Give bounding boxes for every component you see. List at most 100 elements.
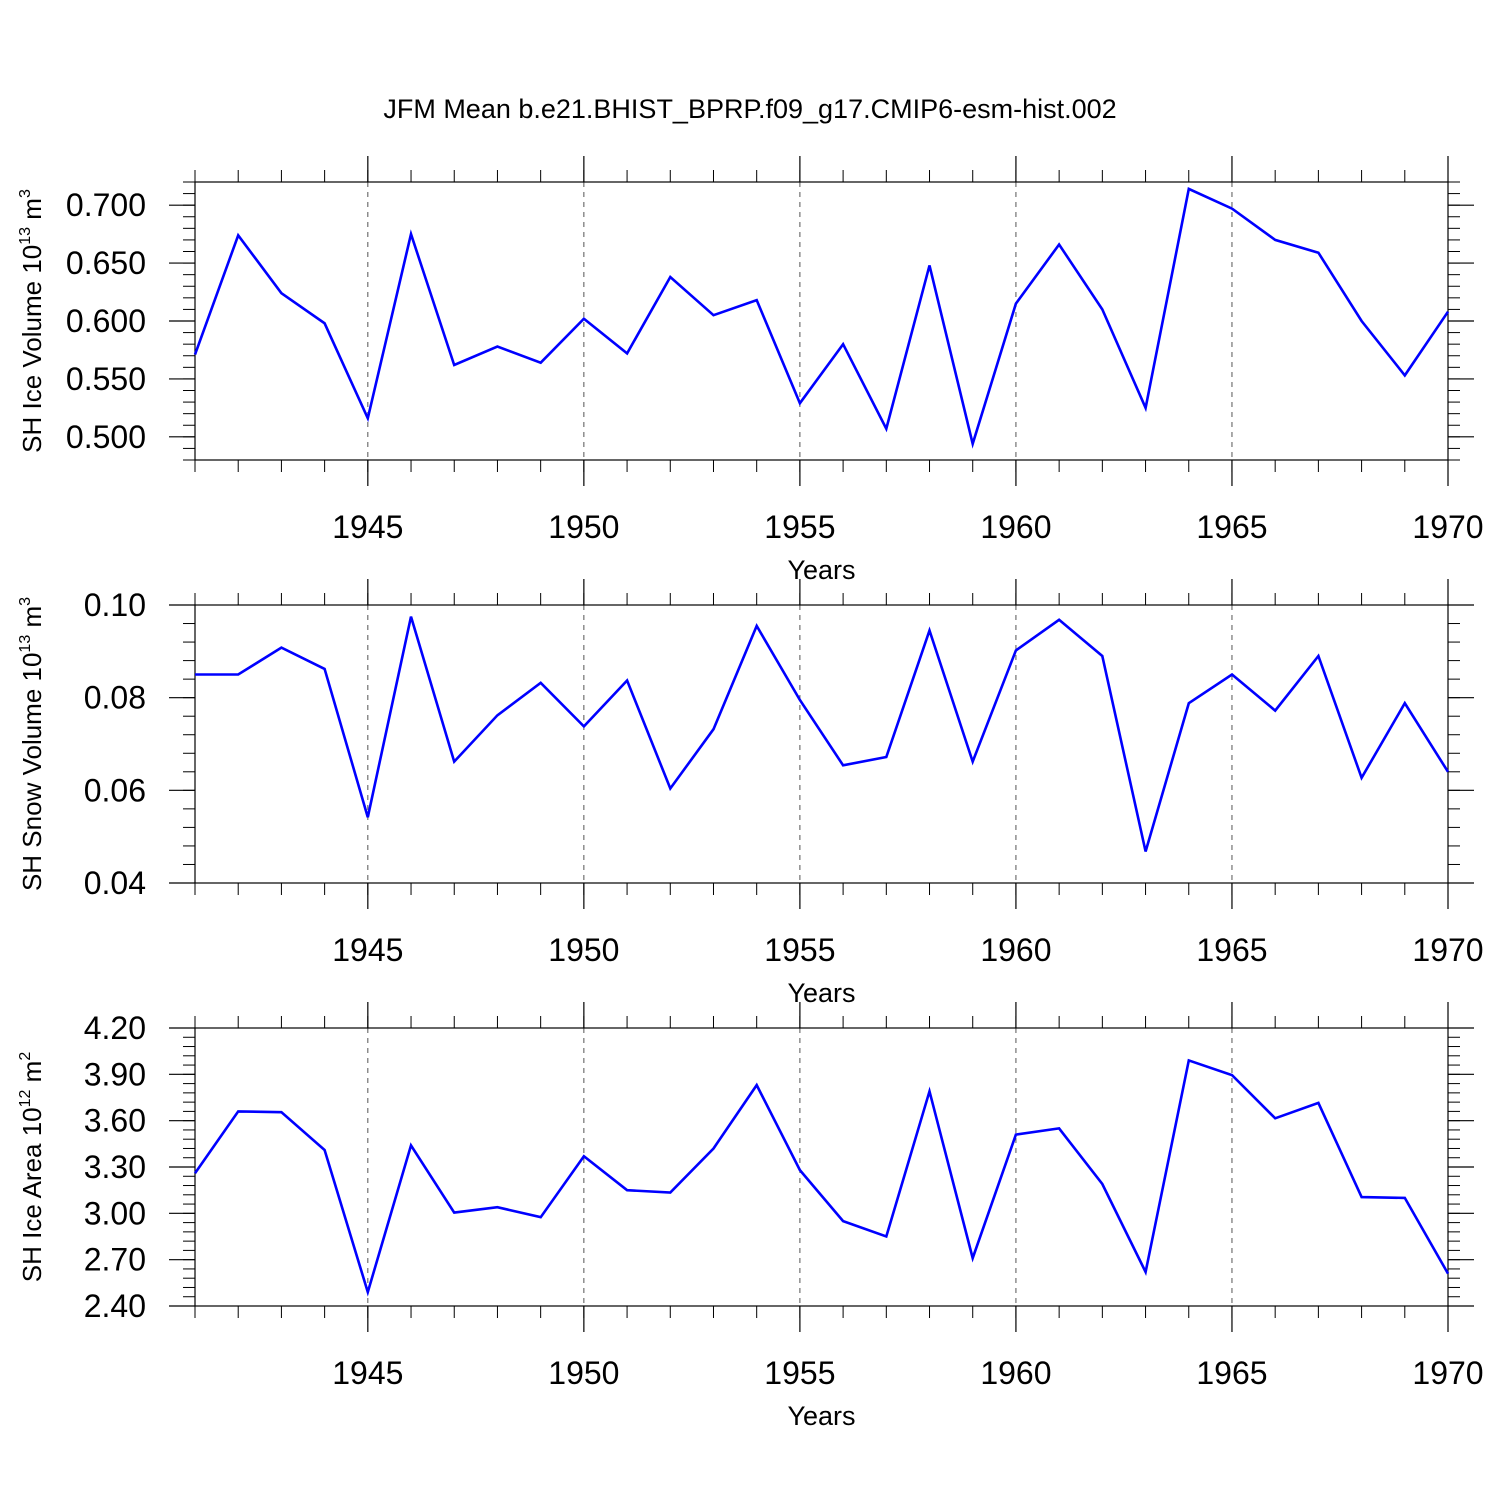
- chart-panel-1: 1945 1950 1955 1960 1965 1970 0.500 0.550 0.600 0…: [17, 156, 1484, 585]
- data-point: [841, 763, 845, 767]
- y-axis-label: SH Ice Volume 1013 m3: [17, 189, 47, 453]
- y-tick-label: 2.70: [84, 1242, 146, 1278]
- x-tick-label: 1950: [548, 1355, 619, 1391]
- data-point: [1187, 1058, 1191, 1062]
- data-point: [798, 1168, 802, 1172]
- y-axis-label: SH Ice Area 1012 m2: [17, 1052, 47, 1283]
- data-point: [452, 1211, 456, 1215]
- y-tick-label: 0.06: [84, 772, 146, 808]
- data-point: [1144, 849, 1148, 853]
- data-point: [366, 815, 370, 819]
- data-point: [539, 361, 543, 365]
- data-point: [1273, 709, 1277, 713]
- data-point: [1144, 406, 1148, 410]
- x-tick-label: 1955: [764, 509, 835, 545]
- data-point: [452, 363, 456, 367]
- data-point: [1187, 701, 1191, 705]
- data-point: [323, 1148, 327, 1152]
- data-point: [1187, 187, 1191, 191]
- data-point: [971, 760, 975, 764]
- plot-frame: [194, 604, 1449, 884]
- series-line: [193, 187, 1450, 449]
- data-point: [841, 1219, 845, 1223]
- x-tick-label: 1950: [548, 509, 619, 545]
- data-point: [711, 727, 715, 731]
- y-tick-label: 2.40: [84, 1288, 146, 1324]
- y-tick-label: 0.04: [84, 865, 146, 901]
- data-point: [1057, 1126, 1061, 1130]
- data-point: [1360, 776, 1364, 780]
- data-point: [1100, 654, 1104, 658]
- x-tick-label: 1950: [548, 932, 619, 968]
- plot-frame: [194, 1027, 1449, 1307]
- panels: 1945 1950 1955 1960 1965 1970 0.500 0.550 0.600 0…: [17, 156, 1484, 1431]
- y-tick-label: 0.650: [66, 245, 146, 281]
- data-point: [539, 1215, 543, 1219]
- data-point: [928, 628, 932, 632]
- series-line: [193, 1058, 1450, 1297]
- data-point: [1446, 770, 1450, 774]
- data-point: [625, 351, 629, 355]
- y-tick-label: 0.550: [66, 361, 146, 397]
- data-point: [755, 298, 759, 302]
- x-tick-label: 1955: [764, 1355, 835, 1391]
- data-point: [884, 427, 888, 431]
- x-axis-label: Years: [787, 978, 855, 1008]
- data-point: [1273, 1116, 1277, 1120]
- data-point: [625, 1188, 629, 1192]
- plot-frame: [194, 181, 1449, 461]
- data-point: [409, 615, 413, 619]
- data-point: [1316, 251, 1320, 255]
- data-point: [798, 698, 802, 702]
- x-tick-label: 1970: [1412, 932, 1483, 968]
- data-point: [798, 401, 802, 405]
- data-point: [1360, 319, 1364, 323]
- data-point: [1273, 238, 1277, 242]
- data-point: [366, 416, 370, 420]
- x-tick-label: 1960: [980, 932, 1051, 968]
- data-point: [193, 353, 197, 357]
- x-axis-label: Years: [787, 555, 855, 585]
- data-point: [668, 1190, 672, 1194]
- y-tick-label: 0.500: [66, 419, 146, 455]
- data-point: [366, 1290, 370, 1294]
- x-tick-label: 1955: [764, 932, 835, 968]
- data-point: [1403, 701, 1407, 705]
- x-tick-label: 1970: [1412, 1355, 1483, 1391]
- data-point: [1014, 1133, 1018, 1137]
- x-tick-label: 1945: [332, 1355, 403, 1391]
- chart-title: JFM Mean b.e21.BHIST_BPRP.f09_g17.CMIP6-…: [383, 94, 1116, 124]
- y-tick-label: 4.20: [84, 1010, 146, 1046]
- data-point: [236, 673, 240, 677]
- data-point: [1100, 307, 1104, 311]
- data-point: [711, 1146, 715, 1150]
- data-point: [1403, 1196, 1407, 1200]
- x-tick-label: 1960: [980, 1355, 1051, 1391]
- data-point: [582, 724, 586, 728]
- data-point: [971, 1256, 975, 1260]
- chart-panel-2: 1945 1950 1955 1960 1965 1970 0.04 0.06 0.08 0.10…: [17, 579, 1484, 1008]
- data-point: [193, 673, 197, 677]
- y-tick-label: 0.08: [84, 680, 146, 716]
- data-point: [1100, 1182, 1104, 1186]
- data-point: [323, 321, 327, 325]
- y-tick-label: 3.60: [84, 1103, 146, 1139]
- data-point: [236, 233, 240, 237]
- y-tick-label: 3.30: [84, 1149, 146, 1185]
- x-tick-label: 1965: [1196, 932, 1267, 968]
- data-point: [582, 317, 586, 321]
- data-point: [1230, 673, 1234, 677]
- x-tick-label: 1945: [332, 509, 403, 545]
- data-point: [1360, 1195, 1364, 1199]
- data-point: [1230, 207, 1234, 211]
- data-point: [236, 1109, 240, 1113]
- data-point: [971, 442, 975, 446]
- data-point: [495, 344, 499, 348]
- data-point: [1446, 1272, 1450, 1276]
- data-point: [1316, 1101, 1320, 1105]
- data-point: [279, 1110, 283, 1114]
- data-point: [928, 263, 932, 267]
- data-point: [711, 313, 715, 317]
- data-point: [755, 1083, 759, 1087]
